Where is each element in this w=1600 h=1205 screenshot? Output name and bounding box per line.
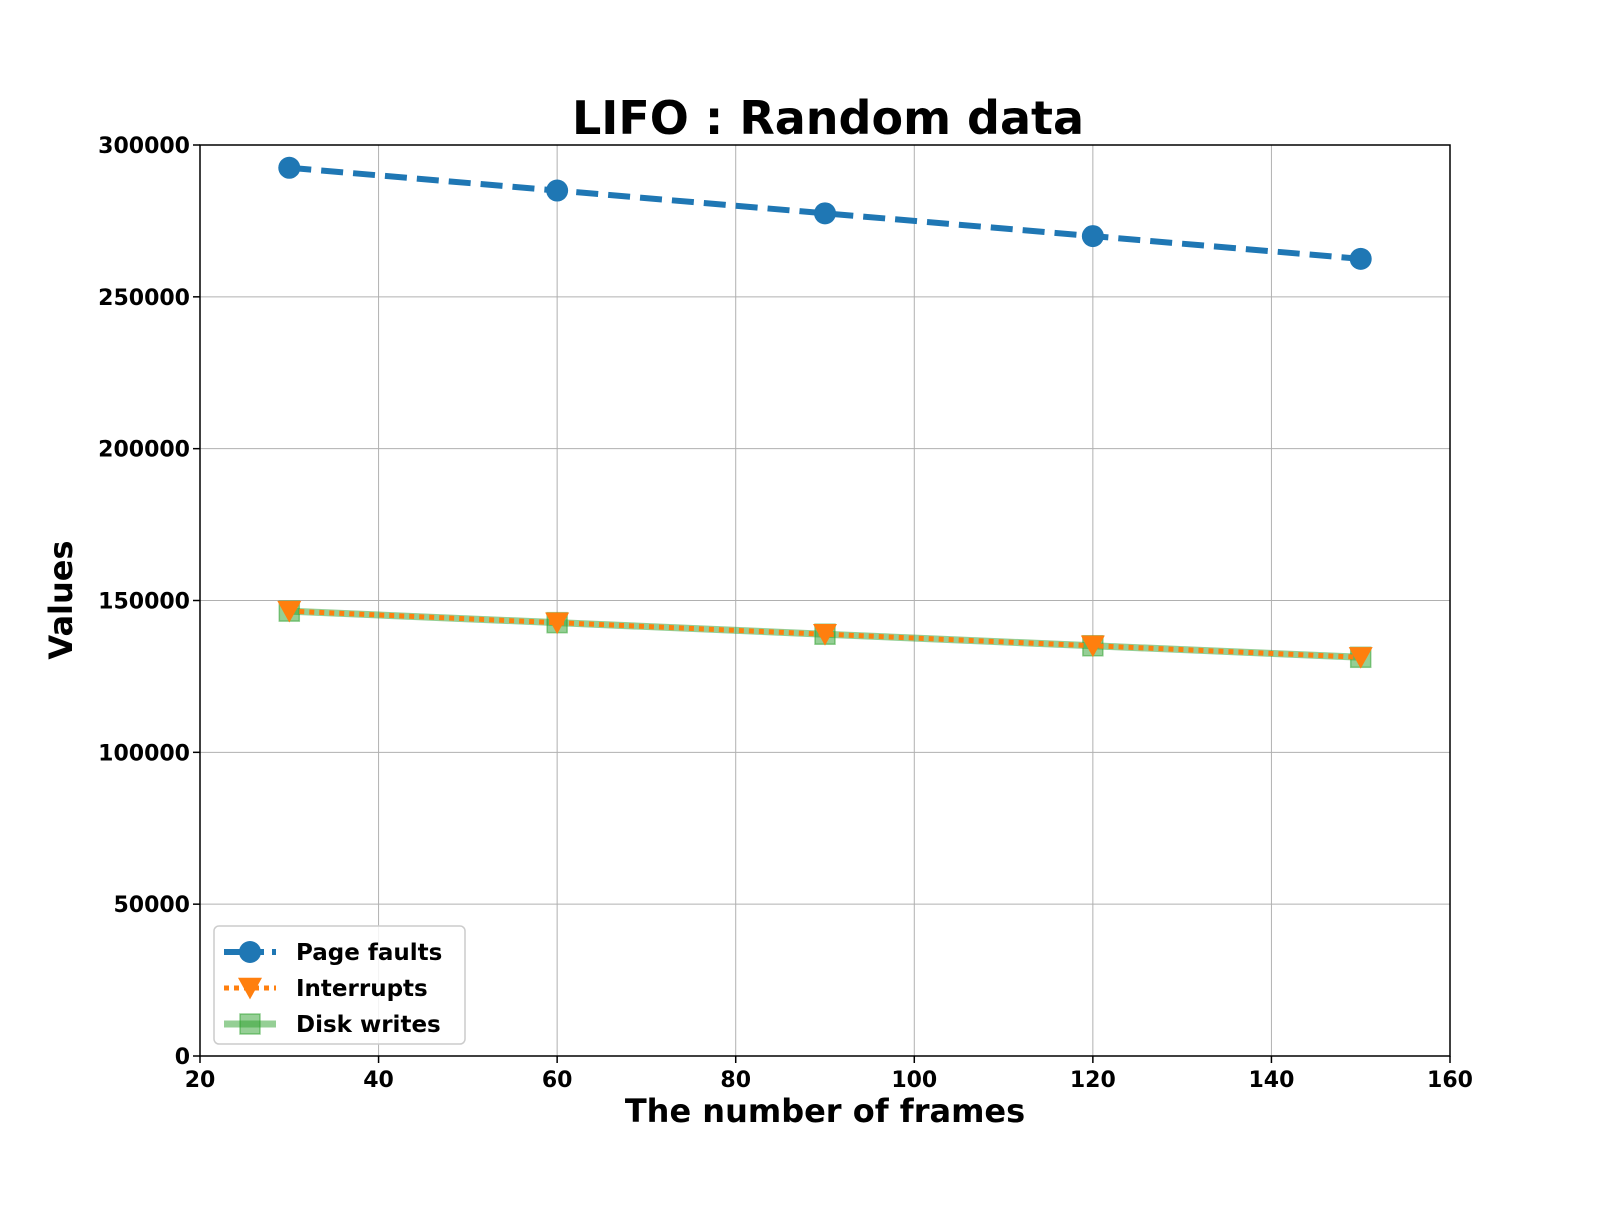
data-point <box>546 179 569 202</box>
series-line <box>289 164 1361 262</box>
grid-layer <box>199 144 1451 1057</box>
y-axis-label: Values <box>42 540 80 659</box>
data-point <box>1348 647 1373 669</box>
y-tick-label: 200000 <box>98 438 190 463</box>
y-tick-label: 0 <box>175 1045 190 1070</box>
y-tick-label: 300000 <box>98 134 190 159</box>
legend-swatch-marker <box>239 941 261 963</box>
series-layer <box>277 156 1373 669</box>
y-tick-label: 50000 <box>113 893 190 918</box>
legend-box <box>213 925 466 1045</box>
x-tick-label: 160 <box>1427 1068 1473 1093</box>
x-tick-label: 80 <box>720 1068 751 1093</box>
tick-layer: 20 40 60 80 100 120 140 160 0 50000 100000 150000 20… <box>98 134 1473 1093</box>
chart-title: LIFO : Random data <box>572 91 1084 145</box>
y-tick-label: 100000 <box>98 741 190 766</box>
data-point <box>1349 247 1372 270</box>
x-axis-label: The number of frames <box>625 1092 1025 1130</box>
legend-swatch-marker <box>238 977 262 1000</box>
x-tick-label: 60 <box>542 1068 573 1093</box>
y-tick-label: 150000 <box>98 590 190 615</box>
x-tick-label: 20 <box>185 1068 216 1093</box>
legend: Page faults Interrupts Disk writes <box>213 925 466 1045</box>
data-point <box>278 156 301 179</box>
legend-swatch-marker <box>239 1013 261 1035</box>
x-tick-label: 100 <box>891 1068 937 1093</box>
series-interrupts <box>277 600 1373 669</box>
x-tick-label: 120 <box>1070 1068 1116 1093</box>
y-tick-label: 250000 <box>98 286 190 311</box>
x-tick-label: 140 <box>1248 1068 1294 1093</box>
legend-entries: Page faults Interrupts Disk writes <box>224 940 442 1038</box>
data-point <box>1081 225 1104 248</box>
series-line <box>289 608 1361 660</box>
legend-entry: Page faults <box>224 940 442 966</box>
data-point <box>1080 635 1105 658</box>
data-point <box>814 202 836 225</box>
series-page-faults <box>278 156 1372 270</box>
legend-entry: Disk writes <box>224 1012 441 1038</box>
legend-label: Page faults <box>296 940 442 966</box>
legend-label: Disk writes <box>296 1012 441 1038</box>
data-point <box>813 624 837 646</box>
data-point <box>277 600 302 623</box>
legend-entry: Interrupts <box>224 976 428 1002</box>
x-tick-label: 40 <box>363 1068 394 1093</box>
data-point <box>545 612 570 635</box>
legend-label: Interrupts <box>296 976 428 1002</box>
